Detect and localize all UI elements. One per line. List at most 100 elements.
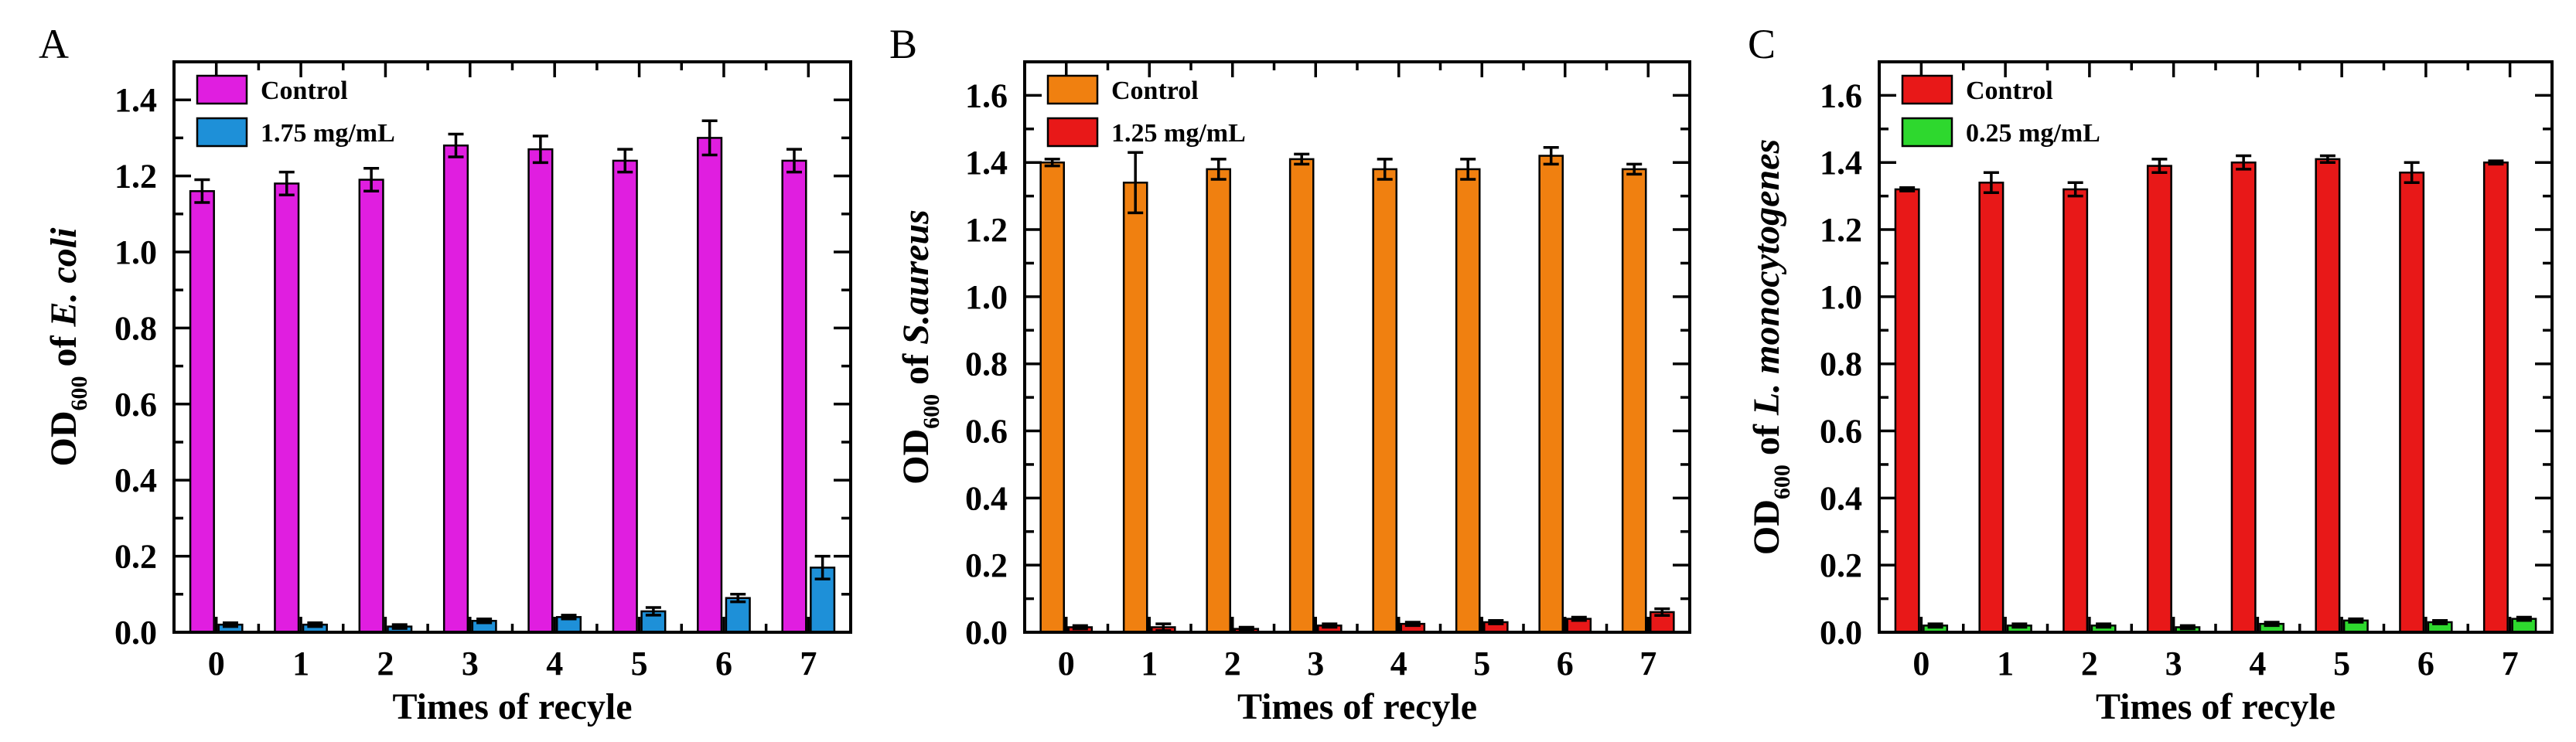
x-tick-label: 4 bbox=[546, 645, 563, 682]
x-tick-label: 5 bbox=[631, 645, 648, 682]
y-axis-title-od: OD bbox=[896, 429, 937, 485]
x-tick-label: 7 bbox=[1639, 645, 1656, 682]
y-axis-title: OD600 of L. monocytogenes bbox=[1746, 139, 1795, 555]
y-axis-title-organism: E. coli bbox=[43, 227, 84, 328]
panel-letter: C bbox=[1748, 21, 1776, 67]
x-tick-label: 4 bbox=[1390, 645, 1407, 682]
bar-0-6 bbox=[697, 137, 723, 634]
chart-panel-c: C 0.0 0.2 0.4 0.6 0.8 1.0 1.2 1.4 1.6 0 1 2 3 4 5 6 7 Cont… bbox=[1746, 21, 2554, 727]
legend-swatch bbox=[1046, 74, 1099, 105]
plot-frame bbox=[172, 60, 852, 634]
bar-0-4 bbox=[1372, 168, 1398, 634]
bar-0-2 bbox=[2063, 188, 2089, 634]
bar-0-6 bbox=[1538, 155, 1564, 634]
y-tick-label: 0.8 bbox=[1820, 345, 1862, 383]
x-tick-label: 3 bbox=[1307, 645, 1324, 682]
y-tick-label: 0.4 bbox=[965, 479, 1008, 517]
legend-label: Control bbox=[1111, 77, 1199, 105]
x-tick-label: 1 bbox=[1141, 645, 1158, 682]
bar-0-1 bbox=[1978, 182, 2005, 634]
legend-swatch bbox=[1901, 74, 1953, 105]
y-tick-label: 1.0 bbox=[1820, 278, 1862, 316]
legend-label: Control bbox=[261, 77, 348, 105]
y-tick-label: 0.2 bbox=[965, 546, 1008, 584]
bar-0-7 bbox=[1621, 168, 1647, 634]
y-tick-label: 1.2 bbox=[965, 211, 1008, 249]
y-tick-label: 1.2 bbox=[1820, 211, 1862, 249]
y-tick-label: 0.6 bbox=[965, 413, 1008, 451]
y-tick-label: 0.0 bbox=[114, 614, 157, 652]
y-tick-label: 1.0 bbox=[965, 278, 1008, 316]
bar-0-4 bbox=[527, 148, 554, 634]
x-tick-label: 2 bbox=[1224, 645, 1241, 682]
legend-swatch bbox=[1901, 117, 1953, 148]
bar-0-1 bbox=[274, 182, 300, 634]
y-tick-label: 0.8 bbox=[965, 345, 1008, 383]
x-tick-label: 7 bbox=[800, 645, 817, 682]
bar-0-2 bbox=[358, 179, 384, 634]
y-axis-title-od: OD bbox=[1746, 499, 1787, 555]
y-tick-label: 0.2 bbox=[114, 538, 157, 576]
y-axis-title-of: of bbox=[43, 327, 84, 376]
y-axis-title: OD600 of E. coli bbox=[43, 227, 92, 467]
y-tick-label: 0.8 bbox=[114, 309, 157, 347]
x-tick-label: 1 bbox=[292, 645, 309, 682]
y-tick-label: 1.4 bbox=[965, 144, 1008, 182]
legend-swatch bbox=[196, 74, 248, 105]
x-tick-label: 3 bbox=[2165, 645, 2182, 682]
x-axis-title: Times of recyle bbox=[392, 686, 632, 727]
bar-0-3 bbox=[1288, 158, 1315, 634]
y-axis-title-subscript: 600 bbox=[919, 394, 944, 429]
y-axis-title: OD600 of S.aureus bbox=[896, 209, 944, 485]
y-tick-label: 0.4 bbox=[114, 461, 157, 499]
bar-0-4 bbox=[2230, 161, 2257, 634]
bar-0-3 bbox=[442, 144, 469, 634]
bar-0-0 bbox=[1894, 188, 1920, 634]
bar-0-5 bbox=[2315, 158, 2341, 634]
panel-letter: B bbox=[889, 21, 917, 67]
y-axis-title-of: of bbox=[1746, 415, 1787, 465]
y-tick-label: 0.6 bbox=[114, 386, 157, 424]
x-axis-title: Times of recyle bbox=[2096, 686, 2335, 727]
y-tick-label: 1.4 bbox=[1820, 144, 1862, 182]
chart-panel-a: A 0.0 0.2 0.4 0.6 0.8 1.0 1.2 1.4 0 1 2 3 4 5 6 7 Control… bbox=[39, 21, 852, 727]
bar-0-6 bbox=[2399, 172, 2425, 634]
x-tick-label: 5 bbox=[1473, 645, 1490, 682]
legend-label: 1.25 mg/mL bbox=[1111, 119, 1246, 148]
y-tick-label: 0.0 bbox=[1820, 614, 1862, 652]
x-tick-label: 5 bbox=[2333, 645, 2350, 682]
legend-swatch bbox=[1046, 117, 1099, 148]
x-tick-label: 1 bbox=[1997, 645, 2014, 682]
x-tick-label: 0 bbox=[1912, 645, 1929, 682]
y-tick-label: 1.4 bbox=[114, 81, 157, 119]
x-tick-label: 7 bbox=[2502, 645, 2519, 682]
x-tick-label: 4 bbox=[2249, 645, 2266, 682]
legend-label: 0.25 mg/mL bbox=[1966, 119, 2100, 148]
y-tick-label: 1.2 bbox=[114, 158, 157, 196]
bar-0-2 bbox=[1206, 168, 1232, 634]
y-axis-title-organism: S.aureus bbox=[896, 209, 937, 345]
x-tick-label: 0 bbox=[208, 645, 225, 682]
plot-frame bbox=[1878, 60, 2554, 634]
y-axis-title-subscript: 600 bbox=[1769, 465, 1795, 499]
y-tick-label: 0.4 bbox=[1820, 479, 1862, 517]
x-tick-label: 0 bbox=[1058, 645, 1075, 682]
legend-swatch bbox=[196, 117, 248, 148]
plot-frame bbox=[1023, 60, 1691, 634]
bar-0-3 bbox=[2146, 165, 2172, 634]
y-tick-label: 0.0 bbox=[965, 614, 1008, 652]
bar-0-7 bbox=[2482, 161, 2509, 634]
x-tick-label: 6 bbox=[2417, 645, 2434, 682]
y-axis-title-subscript: 600 bbox=[67, 376, 92, 410]
bar-0-0 bbox=[1039, 161, 1066, 634]
y-axis-title-organism: L. monocytogenes bbox=[1746, 139, 1787, 416]
y-axis-title-od: OD bbox=[43, 410, 84, 466]
y-tick-label: 0.6 bbox=[1820, 413, 1862, 451]
legend-label: 1.75 mg/mL bbox=[261, 119, 395, 148]
y-tick-label: 1.6 bbox=[965, 77, 1008, 114]
y-tick-label: 1.6 bbox=[1820, 77, 1862, 114]
x-tick-label: 6 bbox=[1557, 645, 1574, 682]
bar-0-5 bbox=[612, 159, 638, 634]
bar-0-7 bbox=[781, 159, 807, 634]
